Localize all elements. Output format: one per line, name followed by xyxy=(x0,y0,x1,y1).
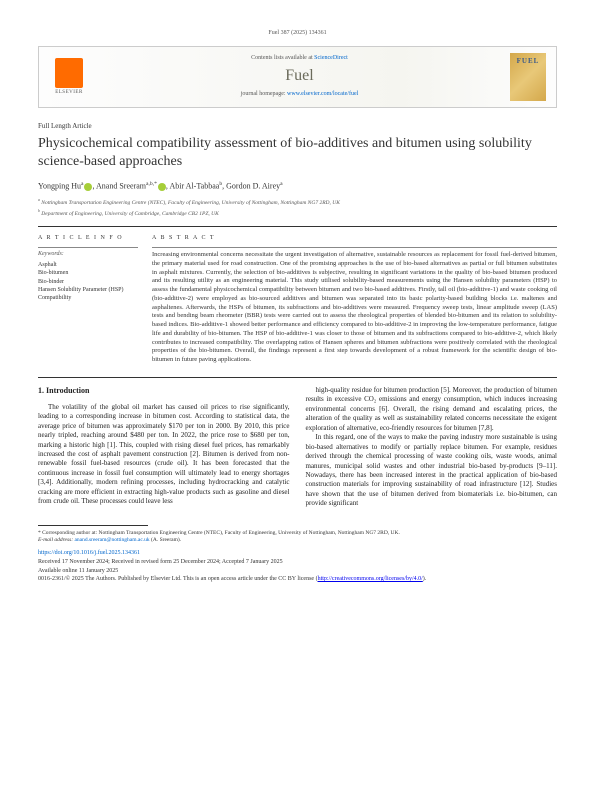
sciencedirect-link[interactable]: ScienceDirect xyxy=(314,55,348,61)
doi-link[interactable]: https://doi.org/10.1016/j.fuel.2025.1343… xyxy=(38,550,140,556)
keyword: Hansen Solubility Parameter (HSP) xyxy=(38,286,138,294)
homepage-prefix: journal homepage: xyxy=(241,91,287,97)
affiliation-a: a Nottingham Transportation Engineering … xyxy=(38,198,557,207)
author-name: Yongping Hu xyxy=(38,182,81,191)
keyword: Compatibility xyxy=(38,294,138,302)
article-title: Physicochemical compatibility assessment… xyxy=(38,135,557,171)
banner-center: Contents lists available at ScienceDirec… xyxy=(101,55,498,99)
keyword: Bio-binder xyxy=(38,278,138,286)
paragraph: The volatility of the global oil market … xyxy=(38,403,290,507)
author-name: Anand Sreeram xyxy=(96,182,146,191)
orcid-icon[interactable] xyxy=(84,183,92,191)
elsevier-tree-icon xyxy=(55,58,83,88)
abstract-column: A B S T R A C T Increasing environmental… xyxy=(152,235,557,365)
paragraph: In this regard, one of the ways to make … xyxy=(306,433,558,509)
footnote-divider xyxy=(38,525,148,526)
article-info: A R T I C L E I N F O Keywords: Asphalt … xyxy=(38,235,138,365)
left-column: 1. Introduction The volatility of the gl… xyxy=(38,386,290,509)
divider xyxy=(38,247,138,248)
affiliation-text: Department of Engineering, University of… xyxy=(41,211,219,217)
right-column: high-quality residue for bitumen product… xyxy=(306,386,558,509)
keywords-label: Keywords: xyxy=(38,251,138,259)
journal-name: Fuel xyxy=(101,66,498,87)
contents-line: Contents lists available at ScienceDirec… xyxy=(101,55,498,63)
section-heading: 1. Introduction xyxy=(38,386,290,397)
elsevier-label: ELSEVIER xyxy=(55,90,83,97)
contents-prefix: Contents lists available at xyxy=(251,55,314,61)
cover-label: FUEL xyxy=(517,57,540,66)
journal-banner: ELSEVIER Contents lists available at Sci… xyxy=(38,46,557,108)
abstract-header: A B S T R A C T xyxy=(152,235,557,243)
author-affref: a xyxy=(81,181,83,187)
body-columns: 1. Introduction The volatility of the gl… xyxy=(38,386,557,509)
email-link[interactable]: anand.sreeram@nottingham.ac.uk xyxy=(74,537,149,543)
divider xyxy=(38,226,557,227)
info-header: A R T I C L E I N F O xyxy=(38,235,138,243)
author-affref: a xyxy=(280,181,282,187)
meta-abstract-row: A R T I C L E I N F O Keywords: Asphalt … xyxy=(38,235,557,365)
elsevier-logo: ELSEVIER xyxy=(49,55,89,99)
email-note: E-mail address: anand.sreeram@nottingham… xyxy=(38,537,557,544)
page: Fuel 387 (2025) 134361 ELSEVIER Contents… xyxy=(0,0,595,604)
divider xyxy=(38,377,557,378)
running-header: Fuel 387 (2025) 134361 xyxy=(38,30,557,38)
keyword: Asphalt xyxy=(38,261,138,269)
divider xyxy=(152,247,557,248)
email-label: E-mail address: xyxy=(38,537,74,543)
corresponding-note: * Corresponding author at: Nottingham Tr… xyxy=(38,530,557,537)
journal-cover: FUEL xyxy=(510,53,546,101)
copyright-end: ). xyxy=(423,576,427,582)
license-link[interactable]: http://creativecommons.org/licenses/by/4… xyxy=(318,576,423,582)
affiliation-b: b Department of Engineering, University … xyxy=(38,209,557,218)
author-name: Gordon D. Airey xyxy=(226,182,280,191)
doi-line: https://doi.org/10.1016/j.fuel.2025.1343… xyxy=(38,550,557,558)
keyword: Bio-bitumen xyxy=(38,269,138,277)
homepage-link[interactable]: www.elsevier.com/locate/fuel xyxy=(287,91,358,97)
author-affref: a,b,* xyxy=(146,181,157,187)
history-line: Received 17 November 2024; Received in r… xyxy=(38,559,557,567)
orcid-icon[interactable] xyxy=(158,183,166,191)
copyright-text: 0016-2361/© 2025 The Authors. Published … xyxy=(38,576,318,582)
authors-list: Yongping Hua, Anand Sreerama,b,*, Abir A… xyxy=(38,181,557,192)
available-line: Available online 11 January 2025 xyxy=(38,568,557,576)
copyright-line: 0016-2361/© 2025 The Authors. Published … xyxy=(38,576,557,584)
affiliation-text: Nottingham Transportation Engineering Ce… xyxy=(41,200,340,206)
author-name: Abir Al-Tabbaa xyxy=(169,182,219,191)
email-author: (A. Sreeram). xyxy=(150,537,181,543)
homepage-line: journal homepage: www.elsevier.com/locat… xyxy=(101,91,498,99)
abstract-text: Increasing environmental concerns necess… xyxy=(152,251,557,365)
article-type: Full Length Article xyxy=(38,122,557,131)
author-affref: b xyxy=(219,181,222,187)
paragraph: high-quality residue for bitumen product… xyxy=(306,386,558,433)
